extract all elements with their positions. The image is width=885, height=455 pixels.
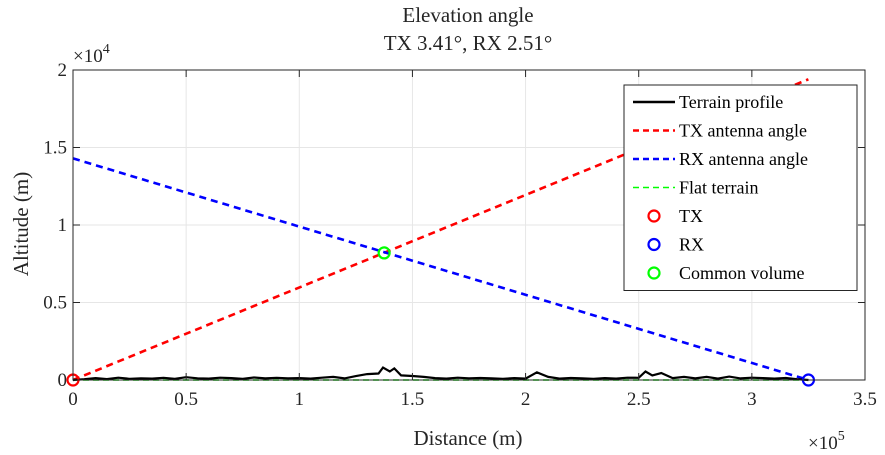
y-exponent-base: ×10 <box>73 46 103 67</box>
y-axis-label: Altitude (m) <box>9 172 33 276</box>
y-tick-label: 0.5 <box>43 293 67 314</box>
legend-box <box>623 84 858 291</box>
x-tick-label: 3.5 <box>853 389 877 410</box>
y-tick-label: 2 <box>58 60 68 81</box>
legend-label: TX <box>679 206 703 226</box>
x-tick-label: 0.5 <box>174 389 198 410</box>
legend-label: RX <box>679 235 704 255</box>
x-tick-label: 2 <box>521 389 531 410</box>
x-tick-label: 2.5 <box>627 389 651 410</box>
svg-text:×105: ×105 <box>808 429 845 454</box>
legend-label: Terrain profile <box>679 92 783 112</box>
svg-text:×104: ×104 <box>73 42 110 67</box>
axis-ticks: 0 0.5 1 1.5 2 2.5 3 3.5 0 0.5 1 1.5 2 <box>43 60 877 410</box>
legend: Terrain profile TX antenna angle RX antenn… <box>623 84 858 291</box>
x-tick-label: 1.5 <box>401 389 425 410</box>
x-tick-label: 1 <box>295 389 305 410</box>
series-terrain-profile <box>72 366 809 382</box>
x-tick-label: 0 <box>68 389 78 410</box>
series-rx-antenna-angle <box>72 157 809 382</box>
legend-marker <box>647 266 661 280</box>
legend-marker <box>647 209 661 223</box>
y-exponent-power: 4 <box>103 42 110 57</box>
x-exponent-base: ×10 <box>808 433 838 454</box>
chart-title-line-1: Elevation angle <box>402 3 533 27</box>
x-exponent-label: ×105 <box>808 429 845 454</box>
y-exponent-label: ×104 <box>73 42 110 67</box>
x-axis-label: Distance (m) <box>413 426 522 450</box>
y-tick-label: 1 <box>58 215 68 236</box>
x-exponent-power: 5 <box>838 429 845 444</box>
legend-label: Flat terrain <box>679 178 758 198</box>
x-tick-label: 3 <box>747 389 757 410</box>
marker-common-volume <box>377 246 391 260</box>
legend-label: TX antenna angle <box>679 121 807 141</box>
chart-title-line-2: TX 3.41°, RX 2.51° <box>384 31 552 55</box>
legend-label: RX antenna angle <box>679 149 808 169</box>
y-tick-label: 0 <box>58 370 68 391</box>
legend-marker <box>647 237 661 252</box>
y-tick-label: 1.5 <box>43 138 67 159</box>
legend-label: Common volume <box>679 263 805 283</box>
